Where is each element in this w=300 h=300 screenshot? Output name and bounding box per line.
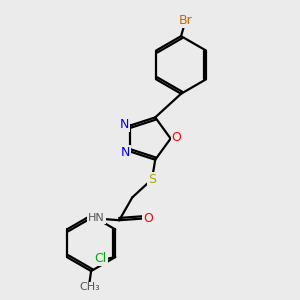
Text: O: O xyxy=(143,212,153,225)
Text: O: O xyxy=(172,131,182,144)
Text: N: N xyxy=(120,118,129,131)
Text: HN: HN xyxy=(88,213,105,223)
Text: N: N xyxy=(121,146,130,159)
Text: Cl: Cl xyxy=(94,252,106,265)
Text: S: S xyxy=(148,173,156,186)
Text: Br: Br xyxy=(179,14,193,27)
Text: CH₃: CH₃ xyxy=(79,282,100,292)
